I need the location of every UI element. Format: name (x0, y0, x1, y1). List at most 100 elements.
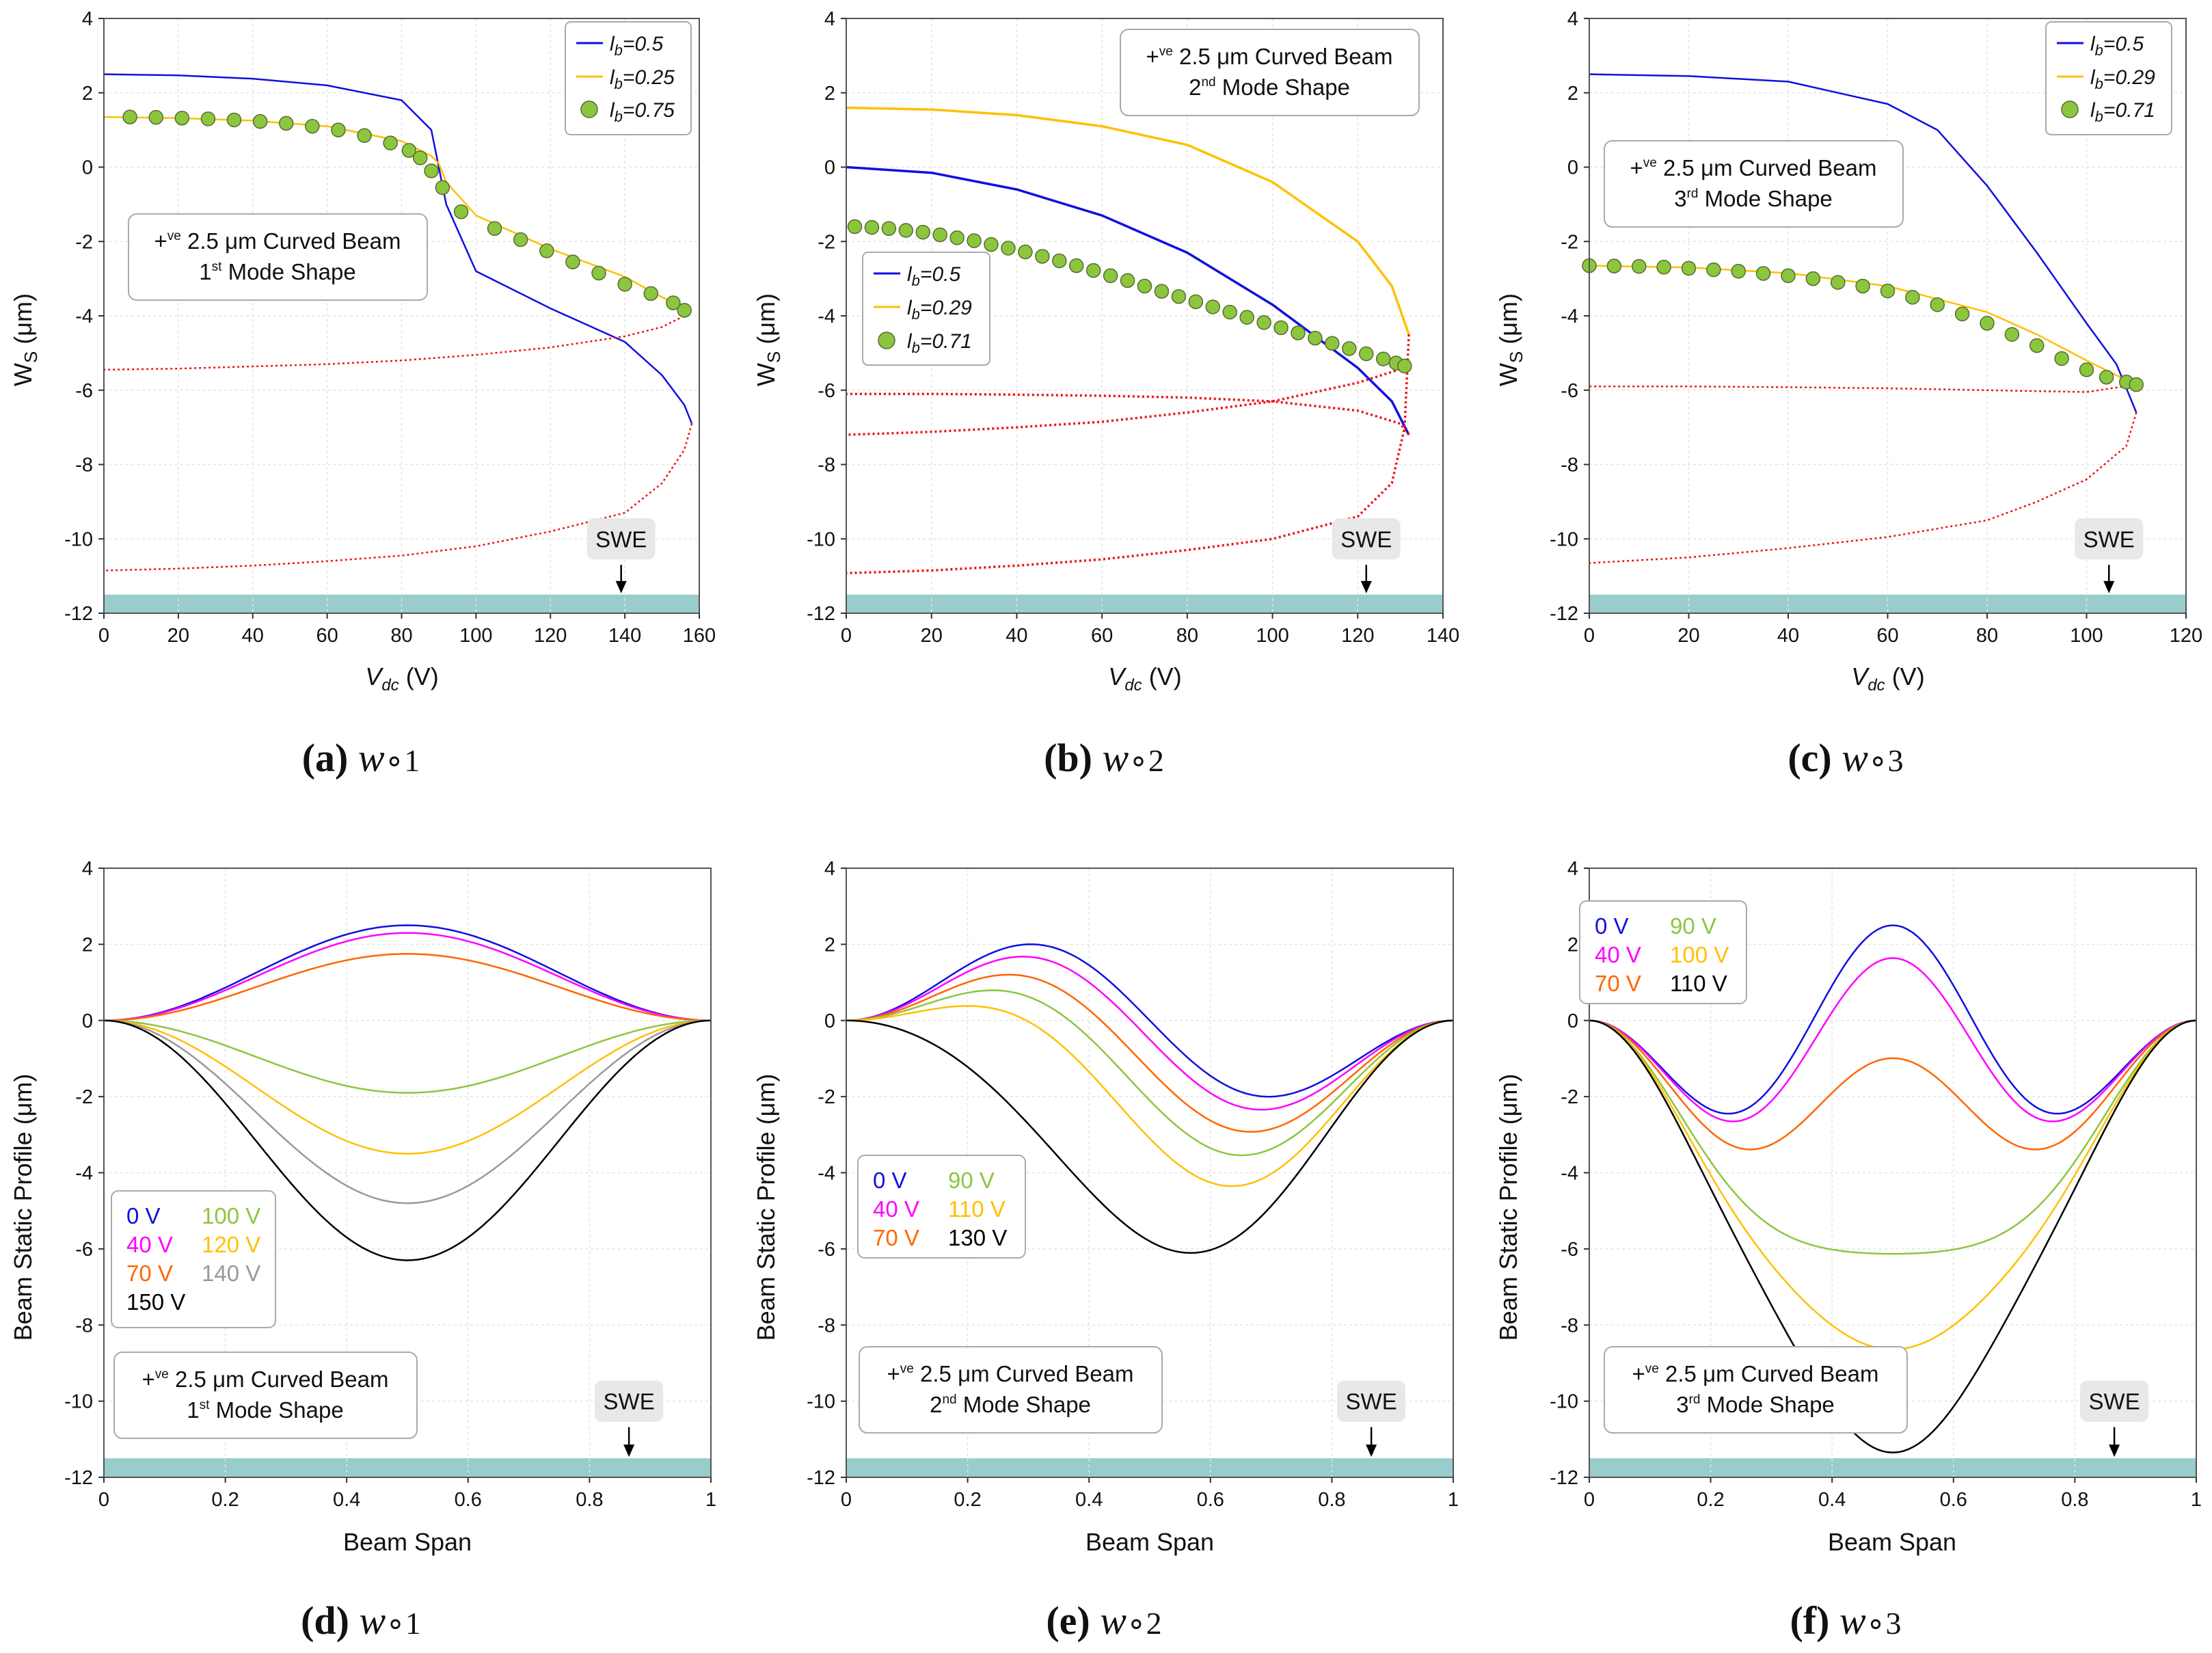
x-axis-label: Vdc (V) (1108, 662, 1181, 695)
data-point-l071 (1681, 260, 1697, 276)
y-tick-label: -12 (1550, 603, 1578, 625)
data-point-l071 (1781, 268, 1796, 284)
x-tick-label: 0.6 (1197, 1489, 1224, 1511)
annotation-box: +ve 2.5 μm Curved Beam 2nd Mode Shape (859, 1346, 1163, 1434)
y-axis-label: WS (μm) (9, 293, 41, 386)
x-tick-label: 0.8 (2061, 1489, 2088, 1511)
legend: lb=0.5 lb=0.29 lb=0.71 (2045, 21, 2172, 135)
legend: 0 V 90 V 40 V 100 V 70 V 110 V (1579, 900, 1747, 1004)
y-axis-label: Beam Static Profile (μm) (9, 1074, 37, 1341)
y-tick-label: -10 (64, 528, 93, 550)
y-tick-label: -4 (818, 306, 835, 327)
x-tick-label: 20 (167, 625, 189, 647)
swe-arrow-head (2109, 1444, 2120, 1457)
y-tick-label: 4 (82, 858, 93, 880)
series-line-lb-05-unstable (103, 423, 693, 572)
y-tick-label: 0 (824, 157, 835, 179)
x-tick-label: 0 (841, 1489, 852, 1511)
series-line-40v (103, 932, 712, 1022)
swe-marker: SWE (2075, 518, 2144, 593)
data-point-l071 (591, 265, 606, 281)
data-point-l071 (1035, 249, 1050, 264)
y-tick-label: -2 (818, 1086, 835, 1108)
series-line-90v (846, 989, 1454, 1157)
series-line-0v (846, 943, 1454, 1098)
y-tick-label: 4 (824, 8, 835, 30)
x-axis-label: Beam Span (343, 1528, 472, 1556)
legend-entry-100v: 100 V (202, 1203, 260, 1228)
y-tick-label: -2 (75, 231, 93, 253)
swe-label: SWE (1346, 1389, 1397, 1414)
data-point-l071 (1205, 299, 1221, 314)
y-tick-label: 4 (82, 8, 93, 30)
annotation-line-1: +ve 2.5 μm Curved Beam (1632, 1361, 1879, 1386)
swe-label: SWE (595, 526, 647, 552)
y-tick-label: 4 (1567, 8, 1578, 30)
series-line-140v (103, 1019, 712, 1205)
data-point-l071 (1342, 341, 1357, 356)
data-point-l071 (513, 232, 528, 247)
legend-marker-green (878, 332, 895, 349)
y-tick-label: -2 (1561, 1086, 1578, 1108)
x-tick-label: 0.2 (1697, 1489, 1724, 1511)
x-tick-label: 20 (921, 625, 943, 647)
legend-entry-0v: 0 V (126, 1203, 161, 1228)
y-tick-label: -8 (75, 1315, 93, 1336)
annotation-line-1: +ve 2.5 μm Curved Beam (1146, 44, 1393, 69)
data-point-l071 (122, 109, 137, 124)
y-tick-label: 2 (824, 934, 835, 956)
data-point-l071 (1291, 325, 1306, 340)
x-tick-label: 0.2 (211, 1489, 239, 1511)
x-tick-label: 80 (1176, 625, 1198, 647)
series-line-110v (1589, 1019, 2197, 1454)
series-line-90v (1589, 1019, 2197, 1255)
y-tick-label: -10 (807, 1391, 835, 1413)
data-point-l071 (453, 204, 469, 219)
data-point-l071 (915, 224, 930, 240)
y-axis-label: Beam Static Profile (μm) (1494, 1074, 1522, 1341)
y-tick-label: 2 (82, 83, 93, 105)
data-point-l071 (174, 110, 190, 126)
x-tick-label: 1 (705, 1489, 716, 1511)
data-point-l071 (1188, 294, 1204, 310)
y-tick-label: 2 (1567, 934, 1578, 956)
swe-marker: SWE (1332, 518, 1401, 593)
data-point-l071 (1103, 268, 1118, 284)
legend-entry-40v: 40 V (1595, 942, 1641, 967)
y-tick-label: 4 (1567, 858, 1578, 880)
legend-entry-70v: 70 V (126, 1261, 173, 1286)
swe-label: SWE (1340, 526, 1392, 552)
series-line-120v (103, 1019, 712, 1155)
data-point-l071 (847, 219, 863, 234)
x-tick-label: 100 (1256, 625, 1289, 647)
y-tick-label: 2 (824, 83, 835, 105)
data-point-l071 (435, 180, 450, 196)
data-point-l071 (278, 116, 294, 131)
data-point-l071 (487, 221, 502, 236)
y-tick-label: -12 (1550, 1467, 1578, 1489)
swe-arrow-head (615, 580, 627, 593)
annotation-line-2: 2nd Mode Shape (930, 1392, 1091, 1417)
annotation-box: +ve 2.5 μm Curved Beam 1st Mode Shape (113, 1352, 418, 1439)
y-tick-label: -12 (807, 603, 835, 625)
y-tick-label: 0 (1567, 157, 1578, 179)
data-point-l071 (949, 230, 965, 245)
series-line-0v (1589, 924, 2197, 1115)
x-tick-label: 0 (98, 1489, 109, 1511)
data-point-l071 (305, 118, 320, 134)
y-tick-label: 0 (824, 1010, 835, 1032)
series-line-lb-05-stable (1589, 73, 2137, 413)
series-line-lb-05-unstable (846, 392, 1410, 436)
legend-label-2: lb=0.25 (610, 66, 675, 92)
data-point-l071 (1632, 258, 1647, 274)
legend-entry-130v: 130 V (948, 1225, 1007, 1250)
data-point-l071 (932, 227, 947, 243)
legend-entry-90v: 90 V (1670, 913, 1716, 939)
swe-arrow-head (1360, 580, 1372, 593)
data-point-l071 (1085, 263, 1101, 278)
legend-label-3: lb=0.71 (2090, 99, 2155, 125)
x-tick-label: 1 (1448, 1489, 1459, 1511)
data-point-l071 (424, 163, 439, 178)
data-point-l071 (1222, 304, 1237, 320)
